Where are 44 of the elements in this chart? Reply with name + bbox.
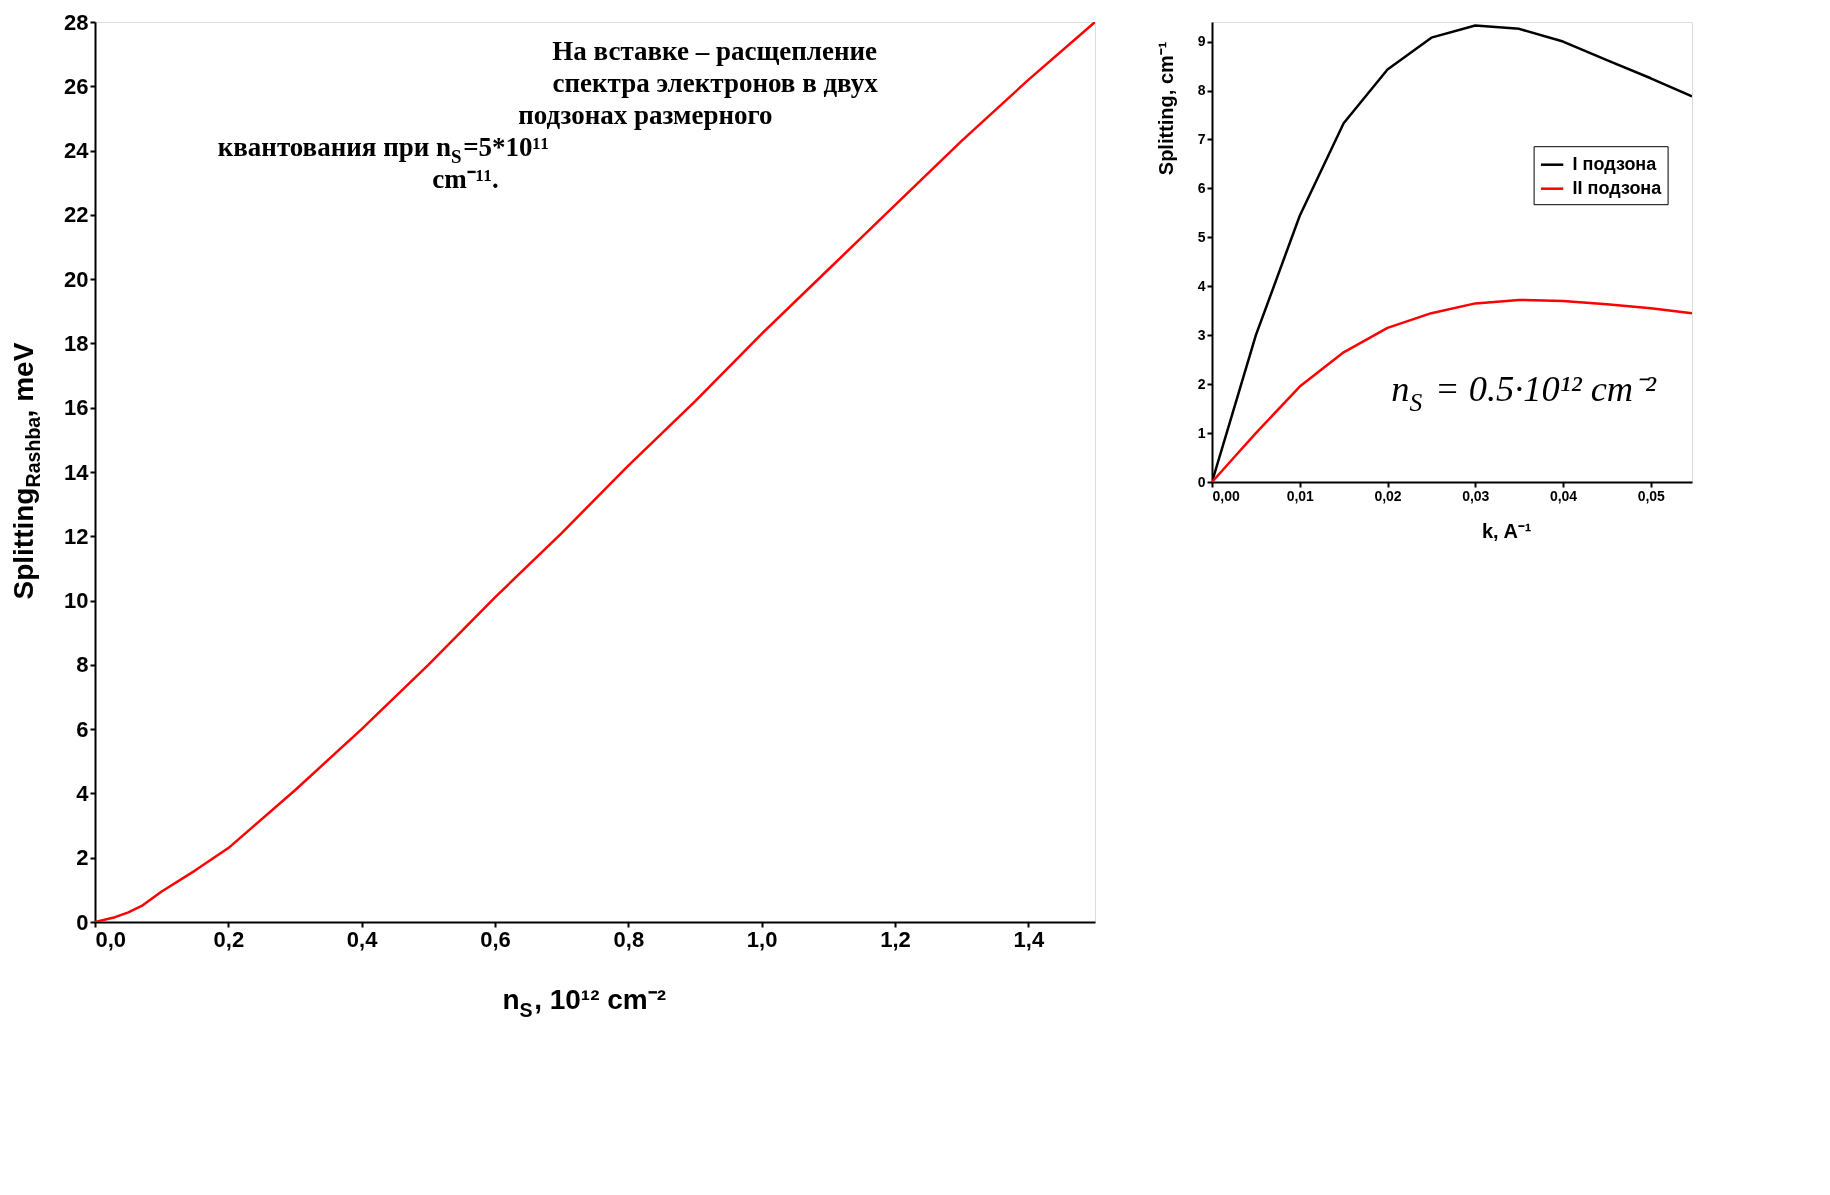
x-axis-title: k, A⁻¹ [1481, 520, 1532, 543]
y-tick-label: 18 [64, 330, 89, 356]
y-axis-title: Splitting, cm⁻¹ [1155, 41, 1178, 176]
y-tick-label: 9 [1197, 33, 1206, 50]
x-tick-label: 1,0 [746, 926, 778, 952]
x-tick-label: 0,02 [1374, 487, 1402, 504]
y-tick-label: 4 [1197, 277, 1206, 294]
y-tick-label: 6 [1197, 179, 1206, 196]
y-tick-label: 16 [64, 395, 89, 421]
y-tick-label: 26 [64, 73, 89, 99]
y-tick-label: 28 [64, 9, 89, 35]
x-tick-label: 0,04 [1549, 487, 1578, 504]
x-tick-label: 0,8 [613, 926, 645, 952]
y-tick-label: 1 [1197, 424, 1206, 441]
y-tick-label: 5 [1197, 228, 1206, 245]
y-tick-label: 20 [64, 266, 89, 292]
x-tick-label: 0,4 [346, 926, 379, 952]
x-tick-label: 0,2 [213, 926, 245, 952]
y-tick-label: 6 [76, 716, 89, 742]
y-tick-label: 4 [76, 780, 90, 806]
x-tick-label: 1,4 [1013, 926, 1045, 952]
y-tick-label: 0 [1197, 473, 1206, 490]
y-tick-label: 14 [64, 459, 90, 485]
x-tick-label: 0,03 [1462, 487, 1490, 504]
y-tick-label: 7 [1197, 130, 1206, 147]
y-tick-label: 12 [64, 523, 89, 549]
y-tick-label: 2 [1197, 375, 1206, 392]
y-tick-label: 0 [76, 909, 89, 935]
y-tick-label: 10 [64, 588, 89, 614]
y-tick-label: 3 [1197, 326, 1206, 343]
x-tick-label: 0,01 [1286, 487, 1315, 504]
x-tick-label: 1,2 [880, 926, 911, 952]
x-tick-label: 0,00 [1212, 487, 1240, 504]
y-tick-label: 2 [76, 845, 89, 871]
y-tick-label: 8 [1197, 82, 1206, 99]
legend-label: II подзона [1572, 177, 1663, 198]
y-tick-label: 24 [64, 138, 90, 164]
x-tick-label: 0,6 [480, 926, 511, 952]
y-tick-label: 8 [76, 652, 89, 678]
y-axis-title: SplittingRashba, meV [7, 342, 45, 600]
y-tick-label: 22 [64, 202, 89, 228]
x-tick-label: 0,05 [1637, 487, 1666, 504]
x-tick-label: 0,0 [95, 926, 127, 952]
legend-label: I подзона [1572, 153, 1658, 174]
